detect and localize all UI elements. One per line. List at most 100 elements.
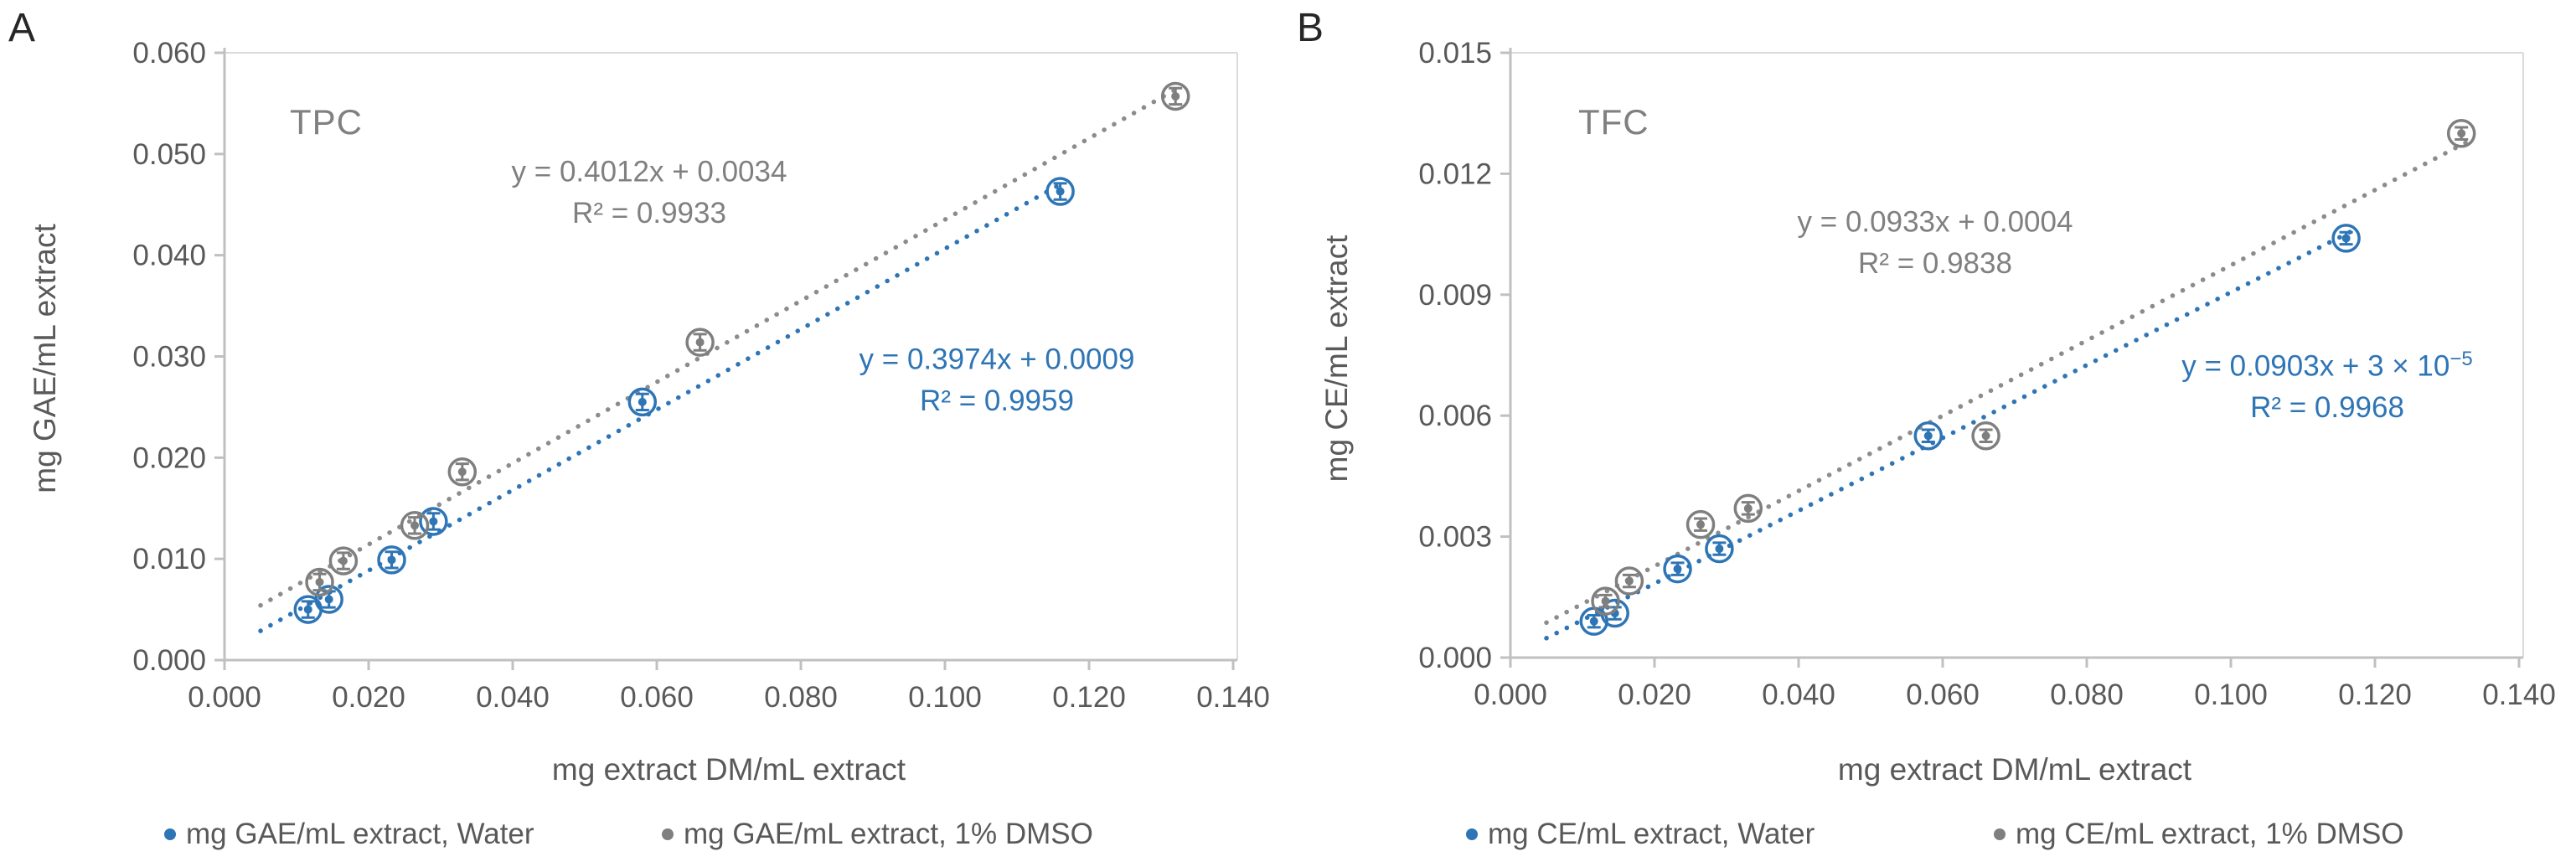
data-point [1705,534,1734,564]
marker-circle [2331,224,2361,253]
y-tick-label: 0.000 [132,644,206,677]
marker-dot [315,577,324,586]
x-tick-label: 0.040 [476,681,550,714]
data-point [377,545,406,575]
x-tick-label: 0.020 [1618,679,1691,711]
marker-dot [410,521,420,530]
data-point [447,457,478,487]
equation-tfc-dmso: y = 0.0933x + 0.0004 R² = 0.9838 [1798,194,2073,284]
panel-B: 0.000 0.020 0.040 0.060 0.080 0.100 0.120 0.140… [1418,37,2555,711]
data-point [419,507,448,536]
y-tick-label: 0.015 [1418,37,1492,70]
marker-dot [1923,431,1933,441]
data-point [400,511,430,540]
panel-b-letter: B [1297,6,1324,50]
equation-line: y = 0.4012x + 0.0034 [511,155,787,188]
marker-dot [303,605,312,614]
marker-circle [419,507,448,536]
legend-label: mg GAE/mL extract, Water [186,818,534,850]
data-point [2331,224,2361,253]
marker-dot [1056,187,1065,196]
x-tick-label: 0.140 [2482,679,2556,711]
x-tick-label: 0.000 [188,681,261,714]
marker-dot [1624,576,1634,586]
data-point [1160,81,1190,111]
marker-circle [1045,177,1075,206]
data-point [1733,493,1763,524]
marker-circle [627,387,658,417]
marker-dot [1715,544,1724,554]
legend-marker-water-icon [1466,828,1478,840]
marker-dot [1981,431,1990,441]
y-tick-label: 0.050 [132,138,206,171]
marker-dot [338,556,348,565]
marker-dot [2341,234,2351,243]
y-tick-label: 0.020 [132,441,206,474]
x-tick-label: 0.060 [620,681,694,714]
marker-dot [457,467,467,477]
marker-dot [1673,565,1682,574]
marker-dot [695,338,705,347]
marker-dot [638,397,647,406]
data-point [1685,509,1716,539]
legend-item-tfc-water: mg CE/mL extract, Water [1466,818,1815,851]
y-tick-label: 0.010 [132,543,206,575]
r-squared-line: R² = 0.9968 [2250,390,2404,424]
y-tick-label: 0.009 [1418,279,1492,312]
data-point [293,595,323,624]
data-point [1591,586,1620,616]
x-tick-label: 0.100 [908,681,982,714]
marker-circle [447,457,478,487]
marker-dot [2457,129,2466,138]
legend-label: mg GAE/mL extract, 1% DMSO [684,818,1093,850]
legend-label: mg CE/mL extract, 1% DMSO [2016,818,2404,850]
x-tick-label: 0.040 [1762,679,1835,711]
data-point [328,546,359,575]
data-point [1579,606,1609,636]
equation-tpc-water: y = 0.3974x + 0.0009 R² = 0.9959 [860,332,1135,421]
x-tick-label: 0.100 [2194,679,2268,711]
y-tick-label: 0.060 [132,37,206,70]
data-point [2446,119,2476,148]
marker-circle [1913,421,1944,451]
marker-circle [1591,586,1620,616]
marker-dot [387,555,396,565]
y-tick-label: 0.000 [1418,642,1492,674]
x-tick-label: 0.060 [1906,679,1980,711]
y-tick-label: 0.030 [132,341,206,374]
legend-item-tfc-dmso: mg CE/mL extract, 1% DMSO [1994,818,2404,851]
chart-title-tfc: TFC [1578,102,1649,142]
y-tick-label: 0.040 [132,240,206,272]
equation-line: y = 0.3974x + 0.0009 [859,343,1135,376]
marker-circle [305,567,334,597]
data-point [627,387,658,417]
marker-circle [1705,534,1734,564]
marker-circle [1685,509,1716,539]
x-tick-label: 0.080 [2050,679,2124,711]
x-tick-label: 0.000 [1474,679,1547,711]
marker-circle [1160,81,1190,111]
marker-circle [314,585,343,614]
marker-circle [1971,421,2000,451]
panel-A: 0.000 0.020 0.040 0.060 0.080 0.100 0.120 0.140… [132,37,1269,714]
data-point [1663,554,1692,584]
chart-title-tpc: TPC [290,102,363,142]
marker-circle [400,511,430,540]
legend-marker-dmso-icon [1994,828,2006,840]
data-point [1045,177,1075,206]
x-axis-title-tfc: mg extract DM/mL extract [1837,752,2192,787]
marker-circle [1614,566,1644,596]
marker-dot [1589,617,1598,626]
marker-circle [328,546,359,575]
r-squared-line: R² = 0.9838 [1858,246,2012,280]
y-tick-label: 0.006 [1418,400,1492,432]
y-tick-label: 0.003 [1418,521,1492,554]
data-point [1614,566,1644,596]
marker-dot [429,517,438,526]
y-axis-title-tpc: mg GAE/mL extract [28,224,62,493]
x-tick-label: 0.120 [2338,679,2412,711]
x-tick-label: 0.020 [332,681,405,714]
trendline-dotted [1544,138,2471,626]
